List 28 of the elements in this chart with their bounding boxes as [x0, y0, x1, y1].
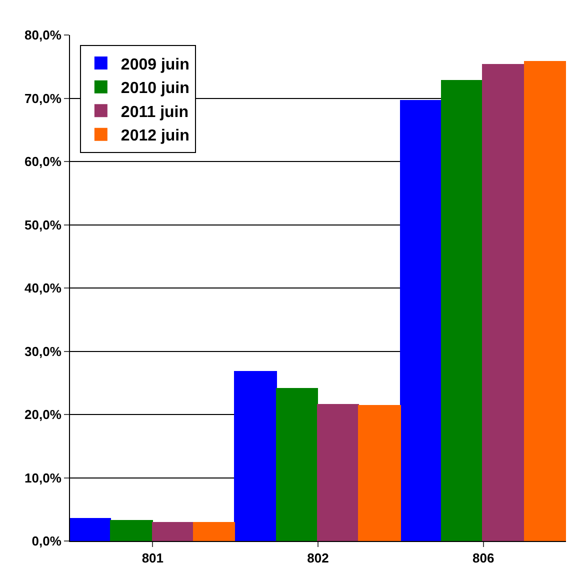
- bar: [152, 522, 194, 541]
- bar: [70, 518, 111, 541]
- y-tick-label: 10,0%: [24, 470, 62, 486]
- bar: [193, 522, 235, 541]
- y-tick-label: 30,0%: [24, 344, 62, 359]
- bar: [234, 371, 277, 541]
- legend-label: 2011 juin: [120, 104, 189, 121]
- y-tick-label: 20,0%: [24, 407, 62, 422]
- x-tick-label: 802: [307, 550, 329, 566]
- y-tick-label: 70,0%: [24, 90, 62, 106]
- bar: [276, 388, 318, 541]
- bar: [110, 520, 153, 541]
- y-tick-label: 80,0%: [24, 28, 62, 43]
- y-tick-label: 0,0%: [32, 534, 62, 549]
- bar: [400, 100, 442, 541]
- y-tick-label: 40,0%: [24, 280, 62, 296]
- bar: [524, 61, 566, 541]
- legend-label: 2010 juin: [120, 80, 190, 98]
- bar: [358, 405, 401, 541]
- x-tick-label: 801: [142, 550, 164, 566]
- y-tick-label: 50,0%: [24, 217, 62, 232]
- y-tick-label: 60,0%: [24, 154, 62, 170]
- legend-label: 2009 juin: [120, 56, 190, 74]
- bar: [441, 80, 483, 541]
- legend-label: 2012 juin: [120, 128, 190, 145]
- bar: [482, 64, 525, 541]
- x-tick-label: 806: [472, 550, 494, 566]
- bar: [317, 404, 359, 541]
